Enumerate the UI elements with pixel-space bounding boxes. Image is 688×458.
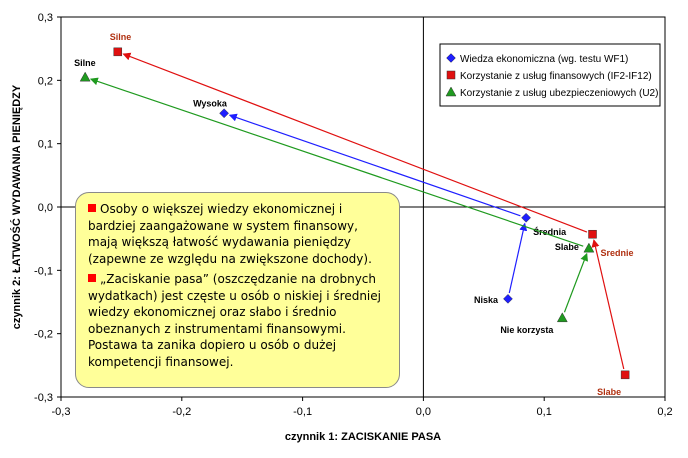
- y-tick-label: -0,2: [34, 329, 53, 341]
- note-paragraph-2: „Zaciskanie pasa” (oszczędzanie na drobn…: [88, 271, 389, 370]
- bullet-square-icon: [88, 204, 96, 212]
- data-point-diamond: [503, 293, 513, 304]
- series-2: Slabe Srednie Silne: [110, 32, 634, 397]
- data-point-triangle: [583, 242, 595, 253]
- note-paragraph-1: Osoby o większej wiedzy ekonomicznej i b…: [88, 201, 389, 267]
- y-tick-label: 0,3: [38, 12, 53, 24]
- point-label: Wysoka: [193, 98, 228, 108]
- series-arrow: [89, 77, 584, 247]
- bullet-square-icon: [88, 274, 96, 282]
- y-tick-label: -0,3: [34, 392, 53, 404]
- y-tick-label: 0,1: [38, 139, 53, 151]
- point-label: Silne: [110, 32, 132, 42]
- y-axis-ticks: 0,3 0,2 0,1 0,0 -0,1 -0,2 -0,3: [34, 12, 61, 404]
- y-tick-label: 0,0: [38, 202, 53, 214]
- legend-marker-square: [446, 70, 456, 80]
- series-arrow: [563, 252, 588, 313]
- legend-marker-triangle: [445, 86, 457, 97]
- data-point-triangle: [79, 71, 91, 82]
- legend-entry-label: Korzystanie z usług finansowych (IF2-IF1…: [460, 71, 652, 82]
- point-label: Slabe: [597, 387, 621, 397]
- series-arrow: [508, 222, 528, 294]
- series-arrow: [228, 113, 521, 217]
- x-tick-label: -0,1: [293, 406, 312, 418]
- x-tick-label: 0,2: [657, 406, 672, 418]
- x-tick-label: 0,0: [416, 406, 431, 418]
- point-label: Silne: [74, 58, 96, 68]
- data-point-diamond: [521, 212, 531, 223]
- series-arrow: [122, 52, 588, 233]
- x-tick-label: 0,1: [537, 406, 552, 418]
- data-point-square: [113, 47, 123, 57]
- legend-marker-diamond: [446, 53, 456, 63]
- point-label: Srednie: [601, 248, 634, 258]
- data-point-diamond: [219, 108, 229, 119]
- point-label: Nie korzysta: [500, 325, 554, 335]
- y-tick-label: -0,1: [34, 265, 53, 277]
- legend-box: [439, 43, 661, 107]
- data-point-triangle: [556, 312, 568, 323]
- point-label: Średnia: [533, 226, 567, 237]
- y-tick-label: 0,2: [38, 75, 53, 87]
- annotation-note: Osoby o większej wiedzy ekonomicznej i b…: [75, 192, 400, 388]
- data-point-square: [620, 370, 630, 380]
- x-axis-label: czynnik 1: ZACISKANIE PASA: [285, 431, 441, 443]
- point-label: Slabe: [555, 242, 579, 252]
- series-arrow: [591, 239, 625, 370]
- note-text-1: Osoby o większej wiedzy ekonomicznej i b…: [88, 202, 372, 266]
- series-3: Nie korzysta Slabe Silne: [74, 58, 595, 335]
- legend-entry-label: Wiedza ekonomiczna (wg. testu WF1): [460, 54, 628, 65]
- legend: Wiedza ekonomiczna (wg. testu WF1) Korzys…: [439, 43, 661, 107]
- x-tick-label: -0,3: [52, 406, 71, 418]
- note-text-2: „Zaciskanie pasa” (oszczędzanie na drobn…: [88, 272, 381, 369]
- series-1: Niska Średnia Wysoka: [193, 98, 567, 305]
- data-point-square: [588, 229, 597, 239]
- point-label: Niska: [474, 295, 499, 305]
- legend-entry-label: Korzystanie z usług ubezpieczeniowych (U…: [460, 88, 658, 99]
- x-tick-label: -0,2: [172, 406, 191, 418]
- x-axis-ticks: -0,3 -0,2 -0,1 0,0 0,1 0,2: [52, 397, 673, 418]
- y-axis-label: czynnik 2: ŁATWOŚĆ WYDAWANIA PIENIĘDZY: [10, 84, 23, 329]
